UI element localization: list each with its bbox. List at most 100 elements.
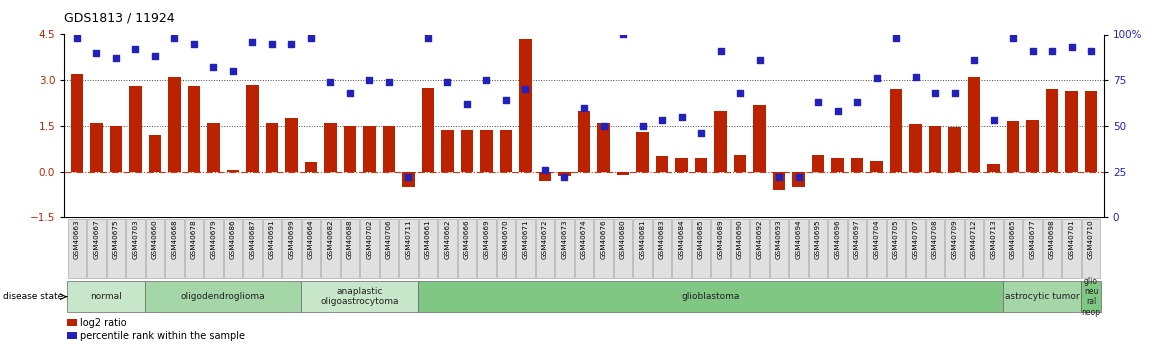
FancyBboxPatch shape [496,219,515,278]
Point [321,79,340,85]
FancyBboxPatch shape [1063,219,1080,278]
FancyBboxPatch shape [770,219,788,278]
Point [380,79,398,85]
Bar [558,171,571,176]
FancyBboxPatch shape [301,281,418,312]
Text: oligodendroglioma: oligodendroglioma [181,292,265,301]
Text: GSM40668: GSM40668 [172,219,178,259]
Point [672,114,690,119]
Text: GSM40690: GSM40690 [737,219,743,259]
Text: GSM40682: GSM40682 [327,219,333,259]
Point [691,130,710,136]
Point [1003,36,1022,41]
Bar [227,170,239,171]
Text: GSM40661: GSM40661 [425,219,431,259]
Text: GSM40693: GSM40693 [776,219,783,259]
Bar [637,132,649,171]
FancyBboxPatch shape [321,219,340,278]
Point [399,174,418,180]
FancyBboxPatch shape [243,219,262,278]
Bar [617,171,630,175]
Text: GSM40711: GSM40711 [405,219,411,259]
Bar [1065,91,1078,171]
FancyBboxPatch shape [848,219,867,278]
FancyBboxPatch shape [1043,219,1062,278]
FancyBboxPatch shape [106,219,125,278]
Point [633,123,652,129]
FancyBboxPatch shape [458,219,477,278]
Text: GSM40708: GSM40708 [932,219,938,259]
FancyBboxPatch shape [283,219,300,278]
Text: GSM40667: GSM40667 [93,219,99,259]
Text: GSM40702: GSM40702 [367,219,373,259]
Point [808,99,827,105]
Point [418,36,437,41]
Bar [67,319,77,326]
FancyBboxPatch shape [360,219,378,278]
Bar [305,162,318,171]
Text: GSM40695: GSM40695 [815,219,821,259]
Text: GSM40679: GSM40679 [210,219,216,259]
Point [906,74,925,79]
Bar [148,135,161,171]
Point [263,41,281,46]
Text: GSM40706: GSM40706 [385,219,392,259]
FancyBboxPatch shape [146,219,164,278]
Text: GSM40678: GSM40678 [190,219,197,259]
FancyBboxPatch shape [419,219,437,278]
Text: GSM40675: GSM40675 [113,219,119,259]
FancyBboxPatch shape [555,219,573,278]
Point [711,48,730,54]
Bar [188,86,200,171]
Point [1023,48,1042,54]
Bar [578,111,590,171]
Text: GSM40660: GSM40660 [152,219,158,259]
FancyBboxPatch shape [1003,281,1082,312]
FancyBboxPatch shape [68,281,145,312]
FancyBboxPatch shape [145,281,301,312]
Point [68,36,86,41]
Bar [480,130,493,171]
FancyBboxPatch shape [731,219,749,278]
Bar [442,130,454,171]
Point [243,39,262,45]
Text: GSM40692: GSM40692 [757,219,763,259]
FancyBboxPatch shape [399,219,418,278]
FancyBboxPatch shape [711,219,730,278]
FancyBboxPatch shape [614,219,632,278]
Text: astrocytic tumor: astrocytic tumor [1004,292,1079,301]
Text: disease state: disease state [4,292,63,301]
Bar [1027,120,1038,171]
Point [360,77,378,83]
Text: percentile rank within the sample: percentile rank within the sample [81,331,245,341]
Text: GSM40705: GSM40705 [894,219,899,259]
FancyBboxPatch shape [595,219,613,278]
FancyBboxPatch shape [633,219,652,278]
Text: GSM40681: GSM40681 [640,219,646,259]
FancyBboxPatch shape [536,219,554,278]
Text: GSM40694: GSM40694 [795,219,801,259]
Text: GSM40687: GSM40687 [250,219,256,259]
FancyBboxPatch shape [1004,219,1022,278]
Text: GSM40710: GSM40710 [1089,219,1094,259]
FancyBboxPatch shape [653,219,672,278]
Bar [422,88,434,171]
Bar [695,158,708,171]
Bar [1007,121,1020,171]
Bar [773,171,785,190]
FancyBboxPatch shape [341,219,359,278]
FancyBboxPatch shape [516,219,535,278]
Bar [285,118,298,171]
FancyBboxPatch shape [165,219,183,278]
Point [341,90,360,96]
Bar [324,123,336,171]
Point [575,105,593,110]
Bar [929,126,941,171]
Point [965,57,983,63]
Bar [383,126,395,171]
Text: GSM40672: GSM40672 [542,219,548,259]
Text: GSM40686: GSM40686 [230,219,236,259]
FancyBboxPatch shape [301,219,320,278]
Bar [110,126,123,171]
Text: GSM40685: GSM40685 [698,219,704,259]
